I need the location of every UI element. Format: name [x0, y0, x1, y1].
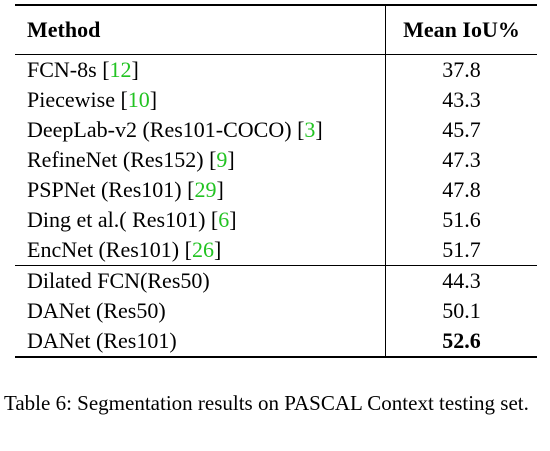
method-cell: DANet (Res50) — [15, 296, 386, 326]
citation-link[interactable]: 26 — [191, 237, 214, 262]
method-name: EncNet (Res101) — [27, 237, 180, 262]
table-caption: Table 6: Segmentation results on PASCAL … — [4, 391, 529, 415]
table-row: PSPNet (Res101) [29] 47.8 — [15, 175, 537, 205]
citation-link[interactable]: 6 — [218, 207, 230, 232]
method-cell: FCN-8s [12] — [27, 57, 139, 82]
citation-link[interactable]: 10 — [127, 87, 150, 112]
mean-iou-value: 52.6 — [385, 326, 537, 358]
citation-link[interactable]: 12 — [109, 57, 132, 82]
mean-iou-value: 44.3 — [385, 265, 537, 296]
method-cell: Piecewise [10] — [27, 87, 158, 112]
table-row: RefineNet (Res152) [9] 47.3 — [15, 145, 537, 175]
citation-link[interactable]: 29 — [194, 177, 217, 202]
table-row: DeepLab-v2 (Res101-COCO) [3] 45.7 — [15, 115, 537, 145]
table-row: DANet (Res50) 50.1 — [15, 296, 537, 326]
table-row: FCN-8s [12] 37.8 — [15, 54, 537, 85]
table-row: Ding et al.( Res101) [6] 51.6 — [15, 205, 537, 235]
method-name: RefineNet (Res152) — [27, 147, 204, 172]
header-row: Method Mean IoU% — [15, 5, 537, 55]
method-name: Piecewise — [27, 87, 115, 112]
table-row: DANet (Res101) 52.6 — [15, 326, 537, 358]
mean-iou-value: 51.6 — [385, 205, 537, 235]
header-mean-iou: Mean IoU% — [385, 5, 537, 55]
method-cell: EncNet (Res101) [26] — [15, 235, 386, 266]
method-name: Dilated FCN(Res50) — [27, 268, 210, 293]
method-name: DANet (Res50) — [27, 298, 166, 323]
method-name: FCN-8s — [27, 57, 97, 82]
results-table-container: Method Mean IoU% FCN-8s [12] 37.8 Piecewis… — [15, 4, 537, 358]
method-cell: Dilated FCN(Res50) — [15, 265, 386, 296]
method-name: Ding et al.( Res101) — [27, 207, 206, 232]
method-cell: RefineNet (Res152) [9] — [27, 147, 235, 172]
mean-iou-value: 45.7 — [385, 115, 537, 145]
method-cell: DANet (Res101) — [15, 326, 386, 358]
table-row: Piecewise [10] 43.3 — [15, 85, 537, 115]
mean-iou-value: 47.3 — [385, 145, 537, 175]
results-table: Method Mean IoU% FCN-8s [12] 37.8 Piecewis… — [15, 4, 537, 358]
method-name: DANet (Res101) — [27, 328, 177, 353]
mean-iou-value: 43.3 — [385, 85, 537, 115]
mean-iou-value: 47.8 — [385, 175, 537, 205]
method-name: DeepLab-v2 (Res101-COCO) — [27, 117, 292, 142]
citation-link[interactable]: 3 — [304, 117, 316, 142]
citation-link[interactable]: 9 — [216, 147, 228, 172]
method-cell: DeepLab-v2 (Res101-COCO) [3] — [27, 117, 323, 142]
header-method: Method — [27, 17, 101, 42]
method-cell: PSPNet (Res101) [29] — [27, 177, 224, 202]
mean-iou-value: 50.1 — [385, 296, 537, 326]
table-row: EncNet (Res101) [26] 51.7 — [15, 235, 537, 266]
table-row: Dilated FCN(Res50) 44.3 — [15, 265, 537, 296]
method-cell: Ding et al.( Res101) [6] — [27, 207, 237, 232]
mean-iou-value: 37.8 — [385, 54, 537, 85]
method-name: PSPNet (Res101) — [27, 177, 182, 202]
table-body: FCN-8s [12] 37.8 Piecewise [10] 43.3 DeepLab… — [15, 54, 537, 358]
mean-iou-value: 51.7 — [385, 235, 537, 266]
